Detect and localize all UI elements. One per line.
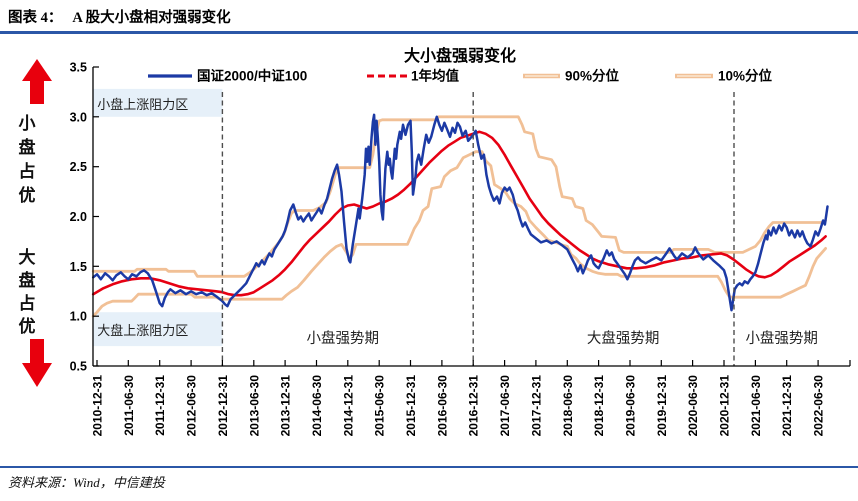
x-tick-label: 2020-06-30	[686, 375, 700, 437]
side-label-small-cap-dominant: 小	[19, 114, 36, 133]
y-tick-label: 2.0	[70, 210, 87, 224]
x-tick-label: 2012-12-31	[216, 375, 230, 437]
y-tick-label: 1.0	[70, 310, 87, 324]
side-label-large-cap-dominant: 盘	[19, 270, 36, 290]
side-label-small-cap-dominant: 占	[19, 161, 36, 181]
legend-label-ratio: 国证2000/中证100	[197, 68, 307, 84]
legend-label-mean1y: 1年均值	[411, 68, 460, 84]
zone-label: 小盘上涨阻力区	[97, 97, 188, 112]
x-tick-label: 2018-12-31	[592, 375, 606, 437]
figure-header: 图表 4： A 股大小盘相对强弱变化	[0, 0, 858, 34]
y-tick-label: 3.5	[70, 61, 87, 75]
x-tick-label: 2016-06-30	[435, 375, 449, 437]
resistance-zone	[93, 88, 223, 117]
resistance-zone	[93, 312, 223, 347]
x-tick-label: 2020-12-31	[718, 375, 732, 437]
source-note: 资料来源：Wind，中信建投	[8, 475, 165, 490]
x-tick-label: 2014-06-30	[310, 375, 324, 437]
series-ratio-line	[91, 113, 829, 312]
x-tick-label: 2011-06-30	[122, 375, 136, 436]
figure-label: 图表 4：	[8, 10, 63, 26]
x-tick-label: 2019-06-30	[624, 375, 638, 437]
side-label-small-cap-dominant: 盘	[19, 137, 36, 157]
period-label: 小盘强势期	[307, 329, 380, 347]
x-tick-label: 2017-06-30	[498, 375, 512, 437]
down-arrow-stem	[30, 339, 44, 364]
legend-label-p10: 10%分位	[718, 68, 773, 84]
up-arrow-stem	[30, 80, 44, 104]
up-arrow-icon	[22, 59, 52, 81]
x-tick-label: 2011-12-31	[153, 375, 167, 436]
side-label-large-cap-dominant: 优	[19, 316, 36, 336]
x-tick-label: 2019-12-31	[655, 375, 669, 437]
x-tick-label: 2013-12-31	[279, 375, 293, 437]
x-tick-label: 2013-06-30	[247, 375, 261, 437]
x-tick-label: 2015-06-30	[373, 375, 387, 437]
down-arrow-icon	[22, 363, 52, 387]
x-tick-label: 2021-06-30	[749, 375, 763, 437]
y-tick-label: 0.5	[70, 360, 87, 374]
y-tick-label: 1.5	[70, 260, 87, 274]
y-tick-label: 2.5	[70, 160, 87, 174]
x-tick-label: 2015-12-31	[404, 375, 418, 437]
x-tick-label: 2022-06-30	[812, 375, 826, 437]
x-tick-label: 2016-12-31	[467, 375, 481, 437]
side-label-small-cap-dominant: 优	[19, 185, 36, 205]
x-tick-label: 2018-06-30	[561, 375, 575, 437]
series-p90-line	[91, 115, 827, 278]
series-mean1y-line	[91, 130, 827, 297]
series-p10-line	[91, 150, 827, 318]
y-tick-label: 3.0	[70, 110, 87, 124]
figure-footer: 资料来源：Wind，中信建投	[0, 466, 858, 494]
x-tick-label: 2021-12-31	[780, 375, 794, 437]
x-tick-label: 2012-06-30	[185, 375, 199, 437]
x-tick-label: 2014-12-31	[341, 375, 355, 437]
legend-label-p90: 90%分位	[565, 68, 620, 84]
chart-title: 大小盘强弱变化	[404, 46, 516, 65]
side-label-large-cap-dominant: 大	[19, 247, 36, 267]
period-label: 大盘强势期	[587, 329, 660, 347]
zone-label: 大盘上涨阻力区	[97, 323, 188, 338]
side-label-large-cap-dominant: 占	[19, 293, 36, 313]
figure-title: A 股大小盘相对强弱变化	[72, 10, 231, 26]
x-tick-label: 2010-12-31	[91, 375, 105, 437]
period-label: 小盘强势期	[745, 329, 818, 347]
x-tick-label: 2017-12-31	[529, 375, 543, 437]
